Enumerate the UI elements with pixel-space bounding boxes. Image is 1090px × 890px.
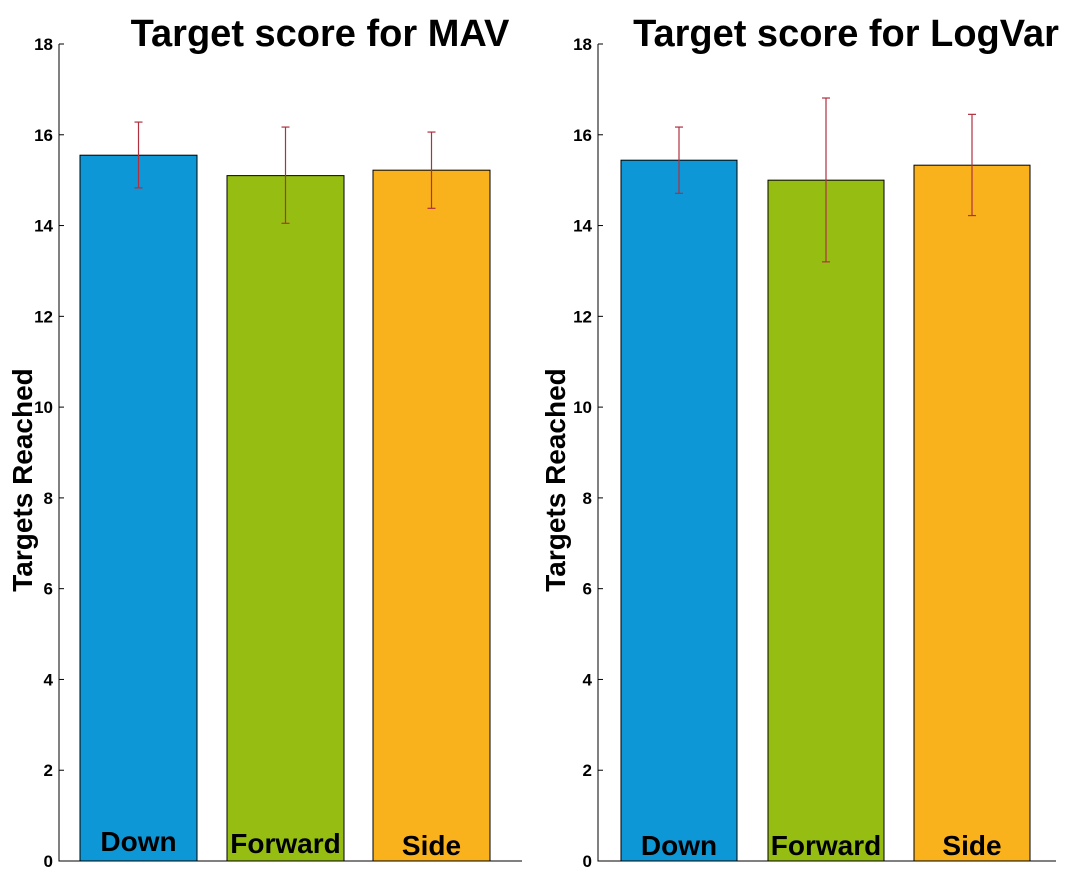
logvar-y-tick-label: 2 xyxy=(583,761,592,780)
logvar-error-bar-down xyxy=(675,126,683,194)
mav-chart-title: Target score for MAV xyxy=(131,13,510,55)
logvar-category-label-down: Down xyxy=(641,830,717,861)
logvar-y-tick-label: 0 xyxy=(583,852,592,871)
logvar-bar-forward xyxy=(767,179,885,862)
logvar-panel: 0 2 4 6 8 10 12 14 16 18 Down Forward Side Target sco… xyxy=(540,13,1059,871)
mav-y-tick-label: 0 xyxy=(44,852,53,871)
logvar-y-tick-label: 6 xyxy=(583,580,592,599)
mav-y-tick-label: 14 xyxy=(34,217,53,236)
mav-bar-forward xyxy=(226,175,345,862)
logvar-category-label-side: Side xyxy=(942,830,1001,861)
mav-y-tick-label: 18 xyxy=(34,35,53,54)
logvar-y-tick-label: 12 xyxy=(573,307,592,326)
logvar-y-tick-label: 14 xyxy=(573,217,592,236)
mav-y-tick-label: 8 xyxy=(44,489,53,508)
mav-y-tick-label: 10 xyxy=(34,398,53,417)
mav-panel: 0 2 4 6 8 10 12 14 16 18 Down Forward Side Target sco… xyxy=(7,13,522,871)
mav-error-bar-side xyxy=(427,131,436,209)
mav-category-label-forward: Forward xyxy=(230,828,340,859)
logvar-bar-down xyxy=(620,159,738,862)
logvar-chart-title: Target score for LogVar xyxy=(633,13,1059,55)
logvar-y-tick-label: 16 xyxy=(573,126,592,145)
logvar-error-bar-side xyxy=(968,113,976,217)
mav-y-tick-label: 6 xyxy=(44,580,53,599)
mav-category-label-down: Down xyxy=(100,826,176,857)
logvar-y-tick-label: 10 xyxy=(573,398,592,417)
logvar-y-axis-label: Targets Reached xyxy=(540,368,571,592)
mav-y-tick-label: 4 xyxy=(44,670,54,689)
logvar-bar-side xyxy=(913,164,1031,862)
logvar-category-label-forward: Forward xyxy=(771,830,881,861)
mav-bar-side xyxy=(372,169,491,862)
mav-y-tick-label: 2 xyxy=(44,761,53,780)
logvar-y-tick-label: 18 xyxy=(573,35,592,54)
mav-error-bar-forward xyxy=(281,126,290,224)
mav-error-bar-down xyxy=(134,121,143,189)
mav-y-axis-label: Targets Reached xyxy=(7,368,38,592)
mav-bar-down xyxy=(79,154,198,862)
mav-category-label-side: Side xyxy=(402,830,461,861)
logvar-error-bar-forward xyxy=(822,97,830,263)
logvar-y-tick-label: 8 xyxy=(583,489,592,508)
mav-y-tick-label: 12 xyxy=(34,307,53,326)
mav-y-tick-label: 16 xyxy=(34,126,53,145)
logvar-y-tick-label: 4 xyxy=(583,670,593,689)
